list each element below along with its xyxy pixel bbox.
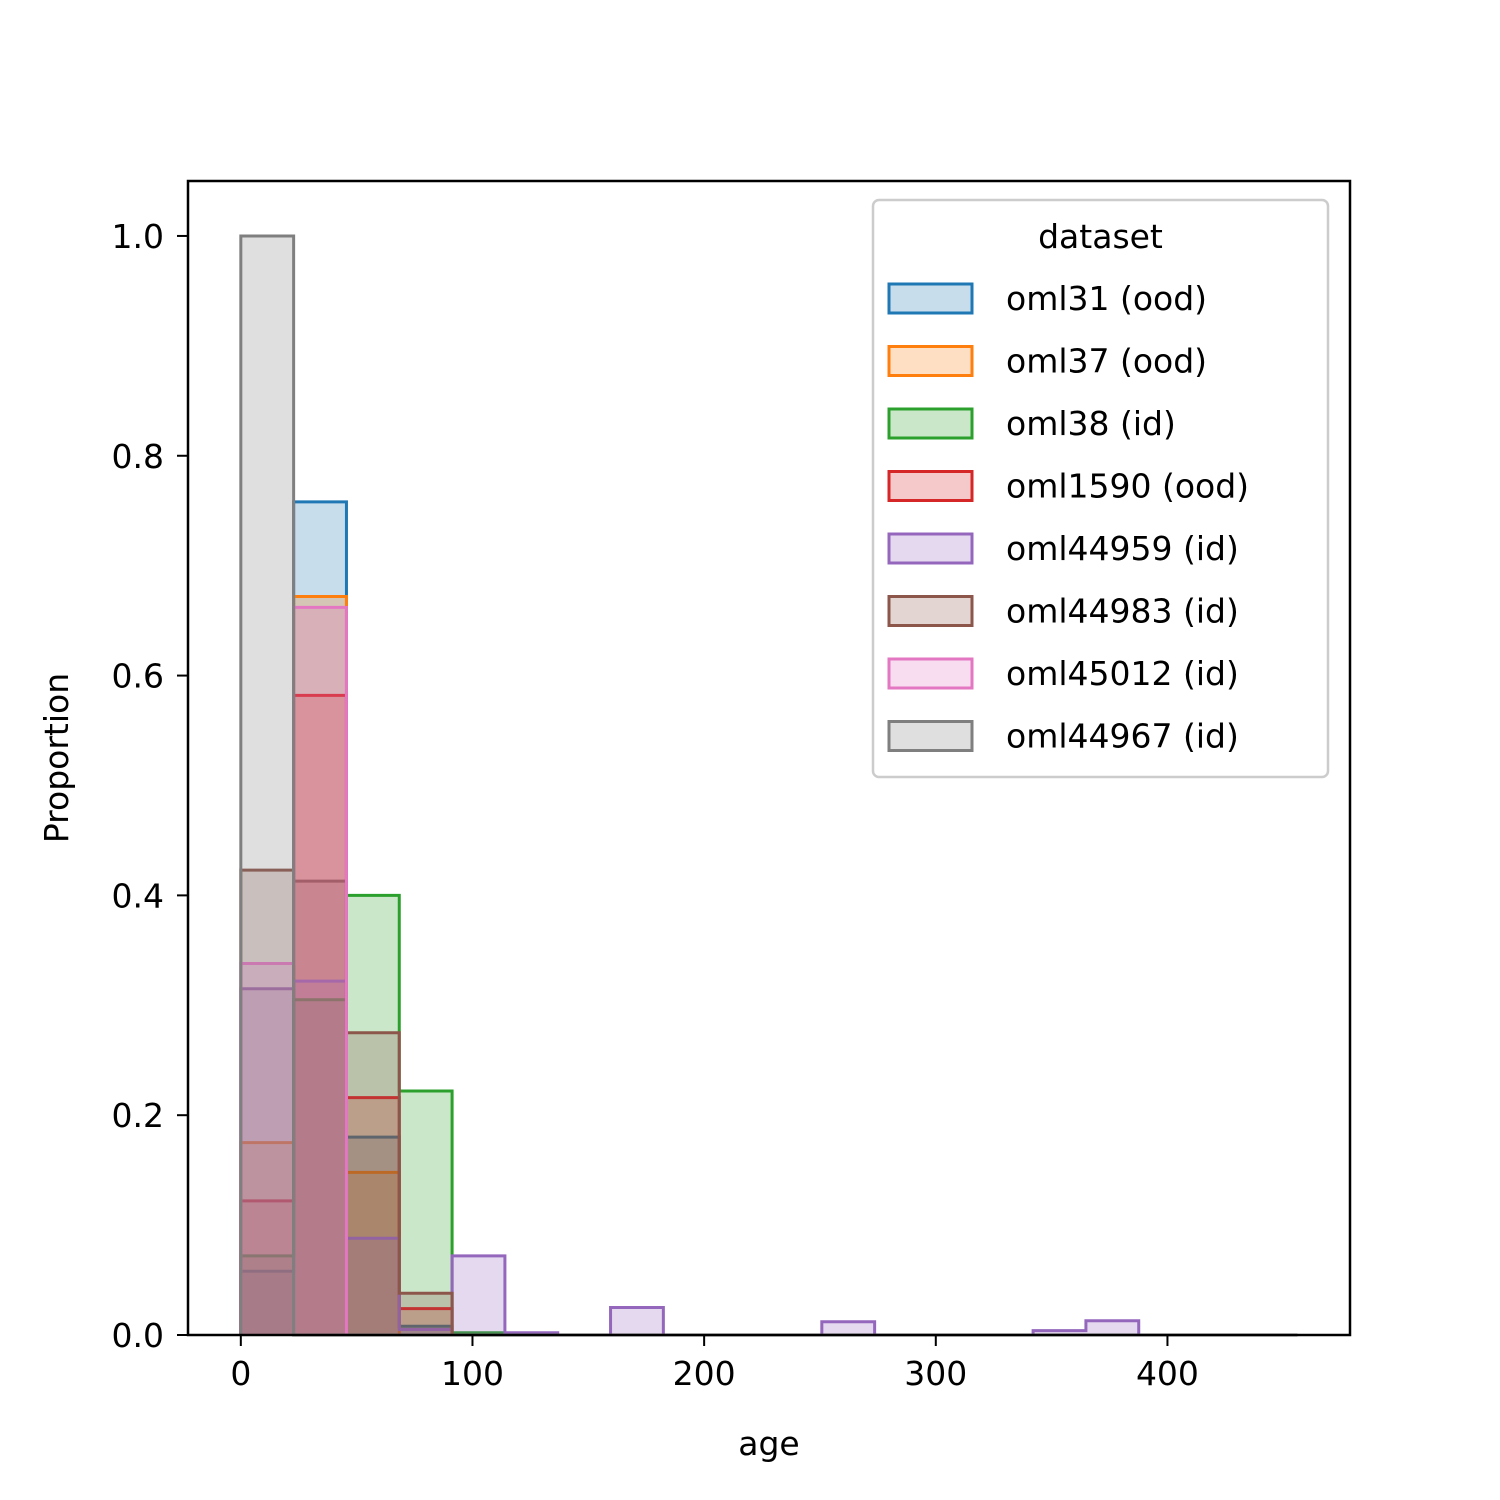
bar — [293, 695, 347, 1335]
legend-title: dataset — [1038, 217, 1163, 256]
bar — [821, 1321, 875, 1335]
legend-swatch — [887, 407, 974, 440]
x-tick-label: 100 — [441, 1354, 504, 1393]
bar — [240, 1255, 294, 1335]
y-axis-label: Proportion — [37, 673, 76, 843]
x-tick-label: 0 — [230, 1354, 251, 1393]
bar — [346, 1238, 400, 1335]
legend-entry: oml37 (ood) — [1006, 342, 1207, 381]
bar — [293, 881, 347, 1335]
bar — [240, 963, 294, 1335]
bar — [346, 895, 400, 1335]
legend-entry: oml31 (ood) — [1006, 279, 1207, 318]
legend-entry: oml45012 (id) — [1006, 654, 1239, 693]
bar — [1033, 1330, 1086, 1335]
bar — [240, 1200, 294, 1335]
x-tick-label: 300 — [904, 1354, 967, 1393]
legend-swatch — [887, 470, 974, 502]
legend-swatch — [887, 720, 974, 752]
bar — [240, 870, 294, 1335]
legend-swatch — [887, 595, 974, 627]
x-tick-label: 400 — [1136, 1354, 1199, 1393]
legend-swatch — [887, 345, 974, 377]
bar — [293, 607, 347, 1335]
axes: 0 100 200 300 400 0.0 0.2 0.4 0.6 0.8 1.0 age Propor… — [37, 179, 1352, 1463]
bar — [293, 999, 347, 1335]
y-tick-label: 1.0 — [112, 217, 164, 256]
y-tick-label: 0.4 — [112, 876, 164, 915]
y-tick-label: 0.0 — [112, 1316, 164, 1355]
legend: dataset oml31 (ood) oml37 (ood) oml38 (id) o… — [871, 198, 1330, 779]
legend-swatch — [887, 657, 974, 690]
legend-entry: oml38 (id) — [1006, 404, 1176, 443]
bar — [293, 981, 347, 1335]
x-tick-label: 200 — [673, 1354, 736, 1393]
bar — [346, 1137, 400, 1335]
bar — [293, 596, 347, 1335]
bar — [610, 1307, 664, 1335]
series-4 — [239, 979, 1298, 1337]
bar — [452, 1255, 505, 1335]
bar — [240, 1142, 294, 1335]
bar — [346, 1172, 400, 1335]
series-6 — [239, 605, 1298, 1337]
x-axis-label: age — [738, 1424, 799, 1463]
y-tick-label: 0.8 — [112, 437, 164, 476]
bar — [1085, 1320, 1139, 1335]
y-tick-label: 0.2 — [112, 1096, 164, 1135]
bar — [399, 1293, 453, 1335]
legend-box — [871, 198, 1330, 779]
bar — [399, 1329, 453, 1335]
legend-swatch — [887, 282, 974, 315]
legend-entry: oml44959 (id) — [1006, 529, 1239, 568]
legend-swatch — [887, 532, 974, 565]
legend-entry: oml44967 (id) — [1006, 717, 1239, 756]
bar — [346, 1097, 400, 1335]
bar — [293, 501, 347, 1336]
legend-entry: oml1590 (ood) — [1006, 467, 1249, 506]
bar — [240, 235, 294, 1335]
plot-frame — [186, 179, 1352, 1337]
histogram-bars — [239, 234, 1298, 1337]
legend-entry: oml44983 (id) — [1006, 592, 1239, 631]
y-tick-label: 0.6 — [112, 657, 164, 696]
bar — [240, 988, 294, 1335]
bar — [240, 1271, 294, 1335]
bar — [346, 1032, 400, 1335]
